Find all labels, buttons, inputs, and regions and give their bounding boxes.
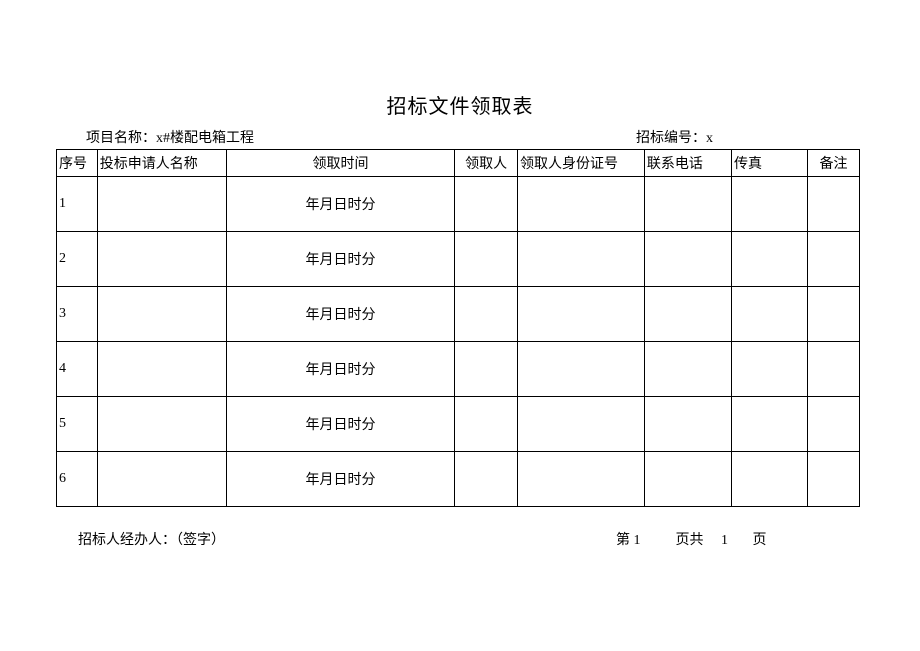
cell-receiver: [455, 232, 518, 287]
cell-seq: 6: [57, 452, 98, 507]
table-body: 1 年月日时分 2 年月日时分 3: [57, 177, 860, 507]
cell-seq: 4: [57, 342, 98, 397]
cell-receiver: [455, 287, 518, 342]
col-header-remark: 备注: [808, 150, 860, 177]
cell-id: [518, 287, 645, 342]
cell-id: [518, 397, 645, 452]
pager-total: 1: [721, 533, 728, 548]
cell-applicant: [97, 342, 226, 397]
cell-phone: [644, 287, 731, 342]
bid-no-field: 招标编号：x: [636, 127, 713, 147]
col-header-receiver: 领取人: [455, 150, 518, 177]
cell-time: 年月日时分: [226, 452, 454, 507]
table-row: 4 年月日时分: [57, 342, 860, 397]
col-header-seq: 序号: [57, 150, 98, 177]
cell-remark: [808, 452, 860, 507]
cell-receiver: [455, 177, 518, 232]
cell-seq: 5: [57, 397, 98, 452]
table-row: 1 年月日时分: [57, 177, 860, 232]
cell-phone: [644, 177, 731, 232]
project-value: x#楼配电箱工程: [156, 131, 254, 146]
project-name-field: 项目名称：x#楼配电箱工程: [86, 127, 254, 147]
cell-receiver: [455, 342, 518, 397]
cell-id: [518, 342, 645, 397]
cell-applicant: [97, 177, 226, 232]
cell-id: [518, 232, 645, 287]
pager-suffix: 页: [753, 533, 767, 548]
cell-applicant: [97, 397, 226, 452]
table-header-row: 序号 投标申请人名称 领取时间 领取人 领取人身份证号 联系电话 传真 备注: [57, 150, 860, 177]
cell-remark: [808, 232, 860, 287]
cell-time: 年月日时分: [226, 177, 454, 232]
cell-time: 年月日时分: [226, 287, 454, 342]
table-row: 5 年月日时分: [57, 397, 860, 452]
page: 招标文件领取表 项目名称：x#楼配电箱工程 招标编号：x 序号 投标申请人名称 …: [0, 0, 920, 549]
cell-seq: 2: [57, 232, 98, 287]
receipt-table: 序号 投标申请人名称 领取时间 领取人 领取人身份证号 联系电话 传真 备注 1…: [56, 149, 860, 507]
col-header-applicant: 投标申请人名称: [97, 150, 226, 177]
cell-applicant: [97, 232, 226, 287]
cell-seq: 3: [57, 287, 98, 342]
cell-id: [518, 177, 645, 232]
col-header-time: 领取时间: [226, 150, 454, 177]
bid-no-label: 招标编号：: [636, 131, 706, 146]
cell-receiver: [455, 452, 518, 507]
page-title: 招标文件领取表: [56, 90, 864, 119]
cell-fax: [731, 232, 807, 287]
cell-fax: [731, 342, 807, 397]
cell-fax: [731, 287, 807, 342]
cell-fax: [731, 397, 807, 452]
cell-seq: 1: [57, 177, 98, 232]
cell-fax: [731, 177, 807, 232]
cell-time: 年月日时分: [226, 342, 454, 397]
cell-applicant: [97, 452, 226, 507]
bid-no-value: x: [706, 131, 713, 146]
agent-sign-field: 招标人经办人：（签字）: [78, 529, 225, 549]
cell-fax: [731, 452, 807, 507]
cell-phone: [644, 397, 731, 452]
cell-remark: [808, 287, 860, 342]
cell-id: [518, 452, 645, 507]
cell-phone: [644, 342, 731, 397]
cell-remark: [808, 177, 860, 232]
cell-receiver: [455, 397, 518, 452]
cell-phone: [644, 452, 731, 507]
footer-row: 招标人经办人：（签字） 第 1 页共 1 页: [56, 529, 864, 549]
table-row: 6 年月日时分: [57, 452, 860, 507]
cell-time: 年月日时分: [226, 397, 454, 452]
subheader-row: 项目名称：x#楼配电箱工程 招标编号：x: [56, 127, 864, 147]
pager-prefix: 第: [616, 533, 630, 548]
cell-remark: [808, 342, 860, 397]
pager-current: 1: [634, 533, 641, 548]
cell-applicant: [97, 287, 226, 342]
cell-phone: [644, 232, 731, 287]
table-row: 3 年月日时分: [57, 287, 860, 342]
cell-remark: [808, 397, 860, 452]
col-header-id: 领取人身份证号: [518, 150, 645, 177]
project-label: 项目名称：: [86, 131, 156, 146]
pager-mid: 页共: [676, 533, 704, 548]
table-row: 2 年月日时分: [57, 232, 860, 287]
col-header-fax: 传真: [731, 150, 807, 177]
cell-time: 年月日时分: [226, 232, 454, 287]
col-header-phone: 联系电话: [644, 150, 731, 177]
page-indicator: 第 1 页共 1 页: [616, 529, 767, 549]
